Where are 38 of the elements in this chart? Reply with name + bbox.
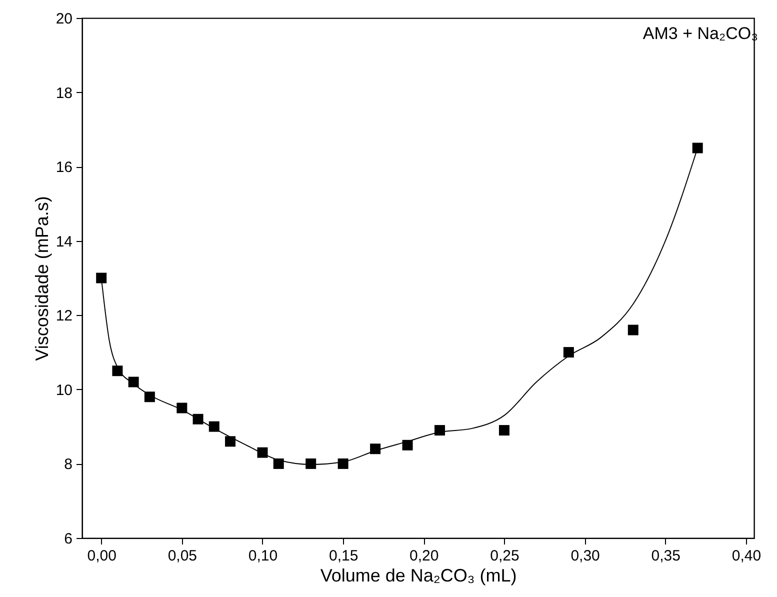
x-tick-label: 0,20 (410, 548, 439, 564)
x-axis-title: Volume de Na₂CO₃ (mL) (320, 566, 517, 586)
x-tick-label: 0,40 (732, 548, 762, 564)
point (692, 142, 703, 154)
x-tick-label: 0,30 (570, 548, 600, 564)
y-tick-label: 10 (56, 382, 72, 399)
y-tick-label: 6 (64, 530, 72, 548)
y-tick-label: 18 (56, 84, 72, 102)
y-tick-label: 16 (56, 159, 72, 176)
y-axis-title: Viscosidade (mPa.s) (32, 196, 52, 361)
point (370, 444, 381, 454)
point (273, 458, 284, 469)
point (112, 366, 123, 376)
point (96, 272, 107, 284)
y-tick-label: 20 (56, 10, 72, 28)
point (434, 425, 445, 436)
x-tick-label: 0,25 (490, 548, 520, 564)
point (628, 324, 638, 336)
y-tick-label: 14 (56, 233, 72, 250)
x-tick-label: 0,15 (328, 548, 358, 564)
y-tick-label: 8 (64, 456, 72, 474)
point (144, 392, 155, 402)
x-tick-label: 0,10 (248, 548, 278, 564)
y-tick-label: 12 (56, 308, 72, 325)
point (306, 458, 316, 469)
point (257, 447, 268, 458)
x-tick-label: 0,05 (168, 548, 198, 564)
point (338, 458, 348, 469)
point (498, 425, 510, 436)
point (402, 440, 413, 450)
point (563, 347, 574, 358)
point (176, 402, 188, 414)
point (225, 436, 236, 447)
x-tick-label: 0,00 (87, 548, 116, 564)
point (208, 421, 220, 432)
x-tick-label: 0,35 (651, 548, 680, 564)
point (192, 414, 204, 424)
point (128, 376, 139, 388)
